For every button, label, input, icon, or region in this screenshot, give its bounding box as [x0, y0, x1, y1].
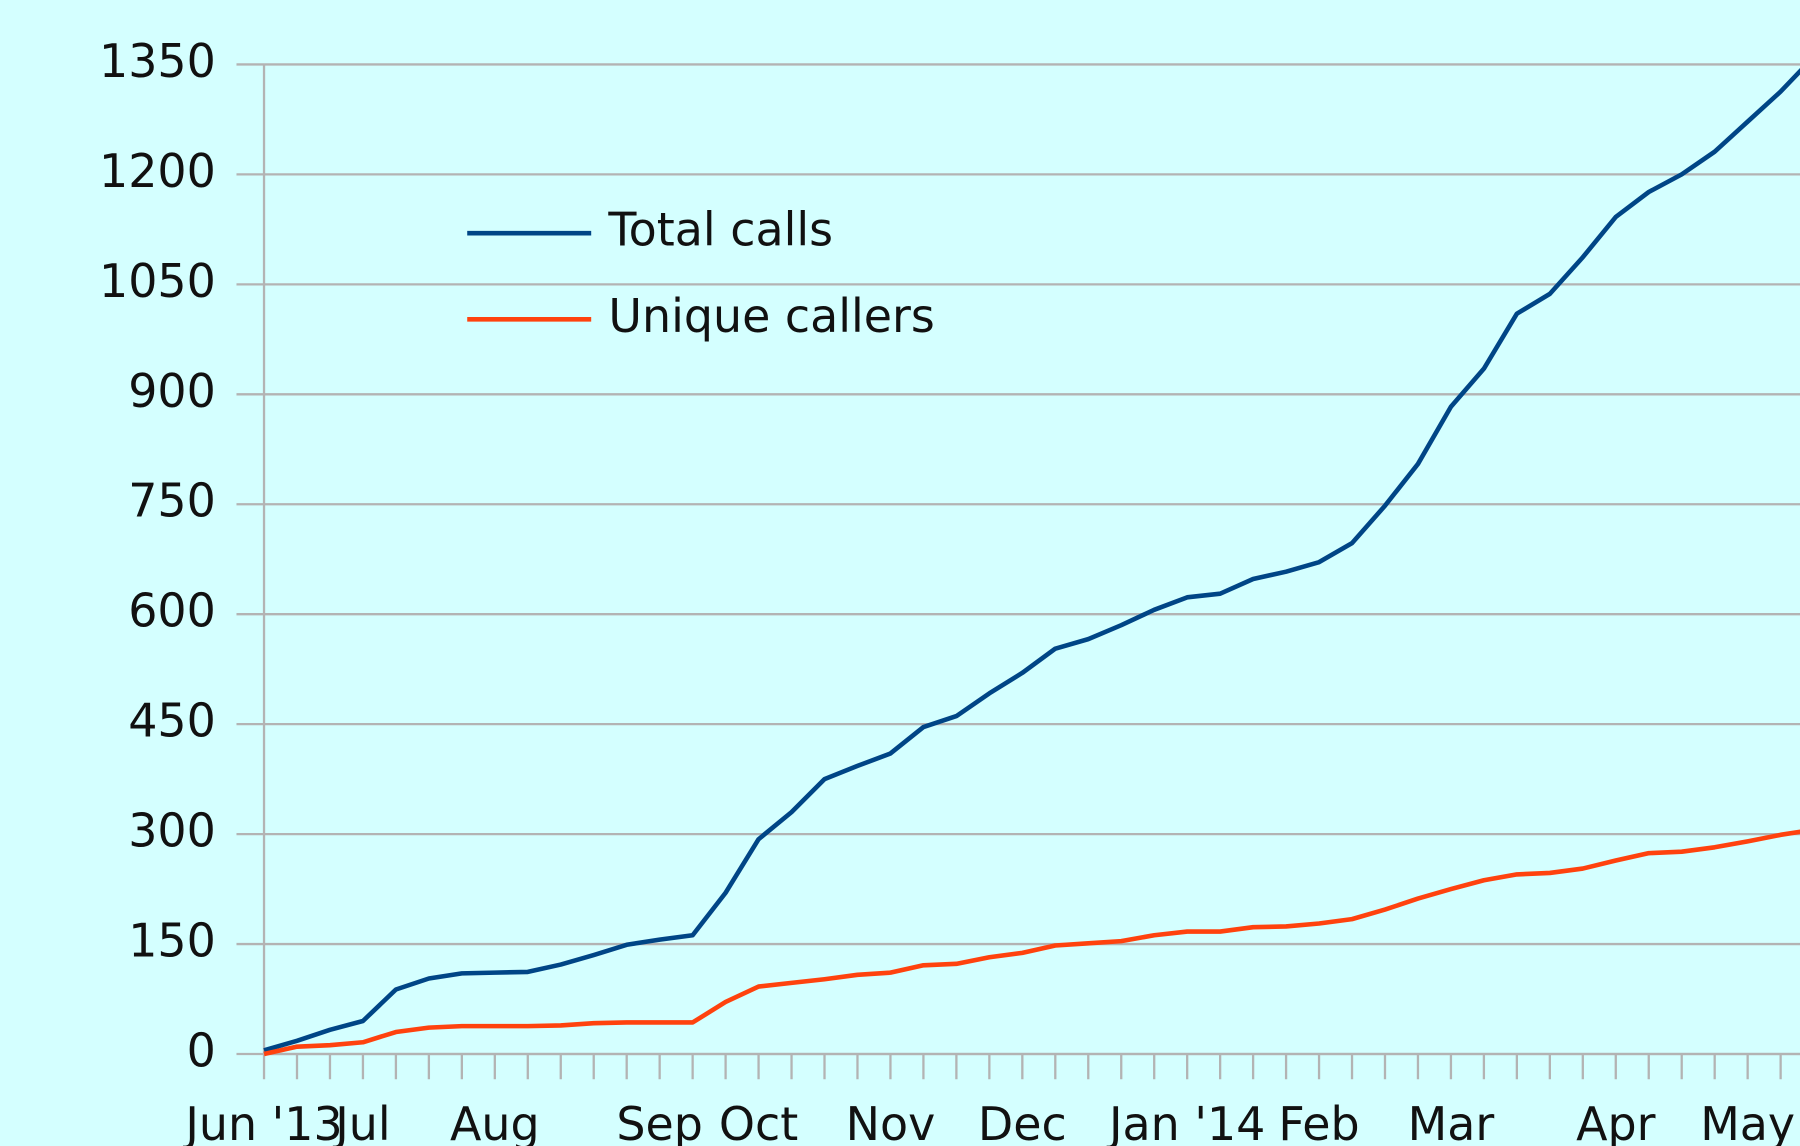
legend-label: Unique callers: [608, 289, 934, 343]
x-tick-label: Feb: [1278, 1097, 1359, 1146]
x-tick-label: May: [1700, 1097, 1795, 1146]
x-tick-label: Mar: [1408, 1097, 1495, 1146]
y-tick-label: 600: [128, 584, 216, 638]
y-tick-label: 1200: [99, 144, 216, 198]
x-tick-label: Jul: [332, 1097, 390, 1146]
series-line: [263, 829, 1800, 1057]
x-tick-label: Aug: [450, 1097, 540, 1146]
y-tick-label: 1050: [99, 254, 216, 308]
y-tick-label: 450: [128, 694, 216, 748]
y-tick-label: 1350: [99, 34, 216, 88]
x-tick-label: Jun '13: [182, 1097, 342, 1146]
x-tick-label: Dec: [978, 1097, 1067, 1146]
y-tick-label: 750: [128, 474, 216, 528]
legend-label: Total calls: [607, 203, 833, 257]
y-tick-label: 900: [128, 364, 216, 418]
x-tick-label: Nov: [846, 1097, 936, 1146]
y-tick-label: 0: [187, 1023, 216, 1077]
y-tick-label: 150: [128, 914, 216, 968]
x-tick-label: Jan '14: [1106, 1097, 1265, 1146]
x-tick-label: Oct: [719, 1097, 798, 1146]
x-tick-label: Apr: [1576, 1097, 1656, 1146]
x-tick-label: Sep: [616, 1097, 703, 1146]
y-tick-label: 300: [128, 804, 216, 858]
series-line: [263, 68, 1800, 1053]
